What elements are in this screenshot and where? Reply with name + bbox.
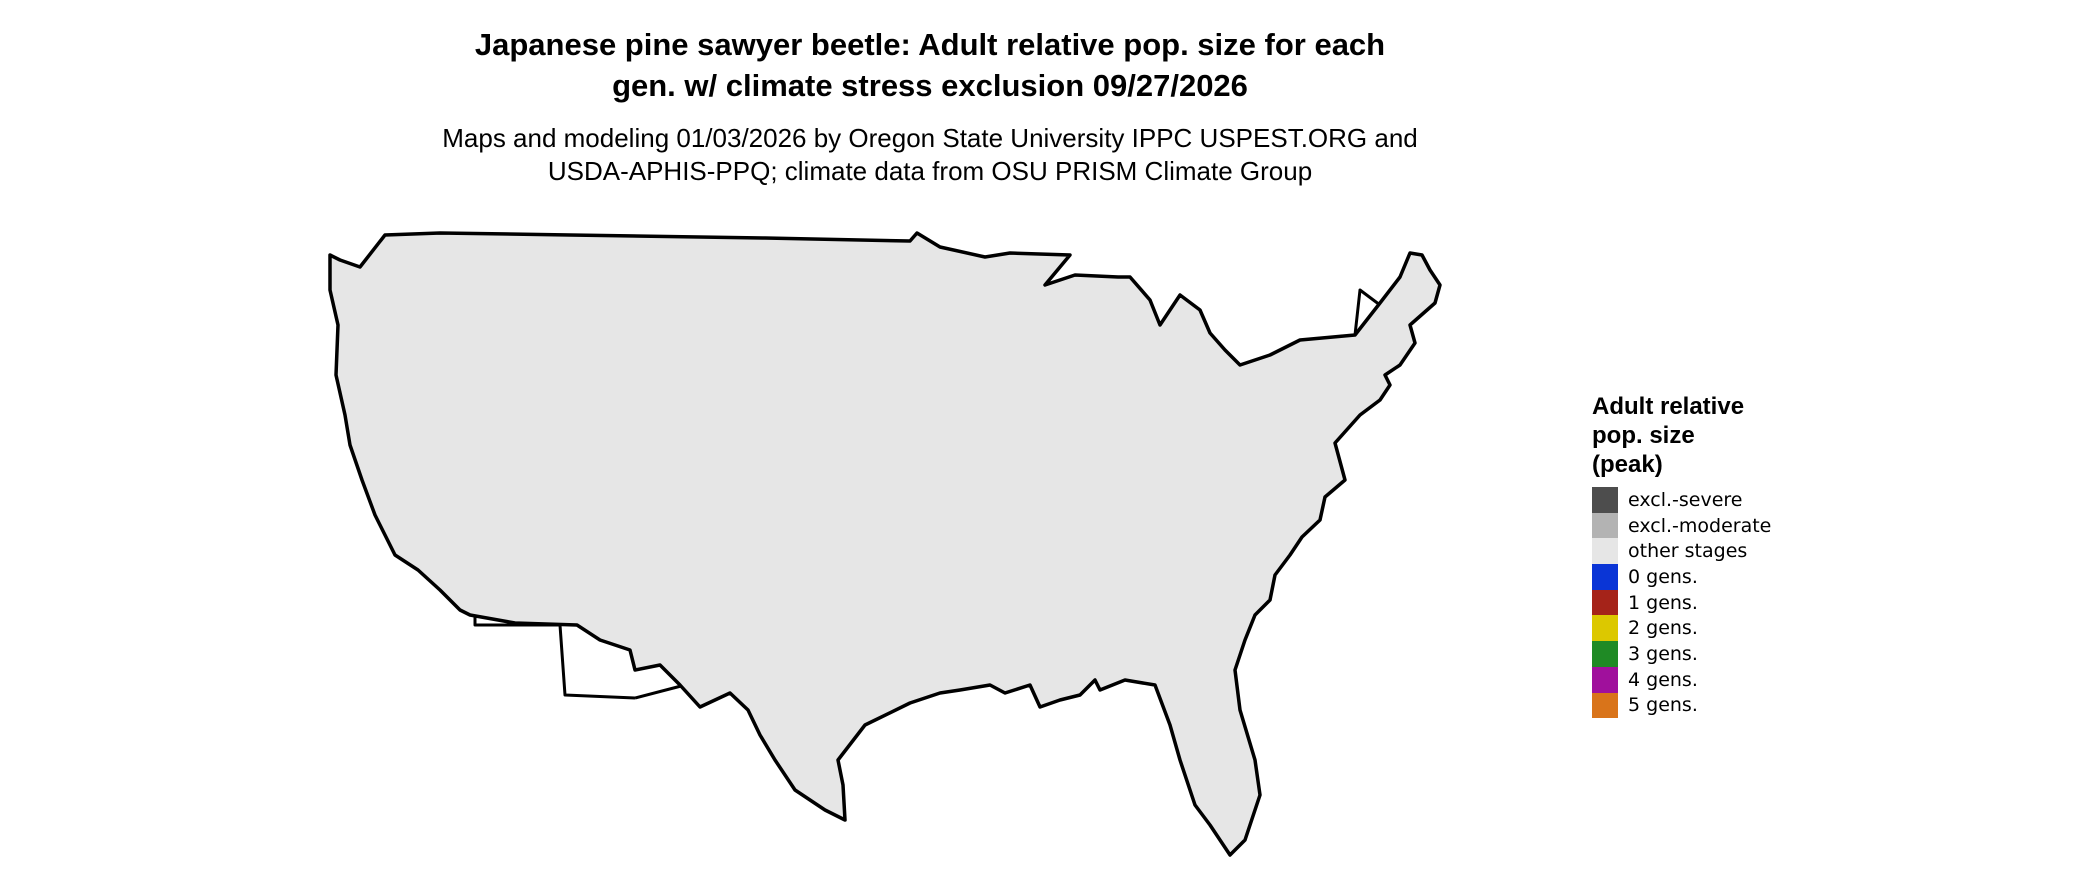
- legend-item: 4 gens.: [1592, 666, 1892, 693]
- legend-swatch: [1592, 641, 1618, 667]
- legend-item: 0 gens.: [1592, 564, 1892, 590]
- legend-item: other stages: [1592, 538, 1892, 565]
- legend-swatch: [1592, 666, 1618, 693]
- legend-label: 0 gens.: [1628, 565, 1698, 588]
- legend-item: 3 gens.: [1592, 641, 1892, 667]
- us-map: [328, 231, 1442, 857]
- map-subtitle: Maps and modeling 01/03/2026 by Oregon S…: [380, 122, 1480, 188]
- subtitle-line-1: Maps and modeling 01/03/2026 by Oregon S…: [442, 123, 1418, 153]
- legend-label: 2 gens.: [1628, 617, 1698, 640]
- map-title: Japanese pine sawyer beetle: Adult relat…: [400, 24, 1460, 106]
- subtitle-line-2: USDA-APHIS-PPQ; climate data from OSU PR…: [547, 156, 1313, 186]
- legend-item: excl.-moderate: [1592, 512, 1892, 539]
- legend-label: 5 gens.: [1628, 694, 1698, 717]
- legend-items: excl.-severe excl.-moderate other stages 0 …: [1592, 487, 1892, 719]
- legend-swatch: [1592, 512, 1618, 539]
- legend-swatch: [1592, 589, 1618, 616]
- legend-item: excl.-severe: [1592, 487, 1892, 513]
- legend-title: Adult relative pop. size (peak): [1592, 393, 1745, 478]
- zone-3-gens: [1180, 825, 1210, 855]
- title-line-1: Japanese pine sawyer beetle: Adult relat…: [474, 27, 1386, 62]
- legend-swatch: [1592, 615, 1618, 642]
- legend-label: excl.-moderate: [1628, 514, 1772, 537]
- legend-swatch: [1592, 692, 1618, 719]
- legend-label: 1 gens.: [1628, 591, 1698, 614]
- legend-swatch: [1592, 487, 1618, 513]
- legend-label: excl.-severe: [1628, 488, 1743, 511]
- legend: Adult relative pop. size (peak) excl.-se…: [1592, 392, 1892, 719]
- legend-label: other stages: [1628, 540, 1748, 563]
- legend-item: 2 gens.: [1592, 615, 1892, 642]
- legend-swatch: [1592, 538, 1618, 565]
- legend-item: 5 gens.: [1592, 692, 1892, 719]
- legend-label: 4 gens.: [1628, 668, 1698, 691]
- legend-item: 1 gens.: [1592, 589, 1892, 616]
- title-line-2: gen. w/ climate stress exclusion 09/27/2…: [612, 68, 1248, 103]
- zone-3-gens: [975, 840, 995, 855]
- legend-swatch: [1592, 564, 1618, 590]
- legend-label: 3 gens.: [1628, 642, 1698, 665]
